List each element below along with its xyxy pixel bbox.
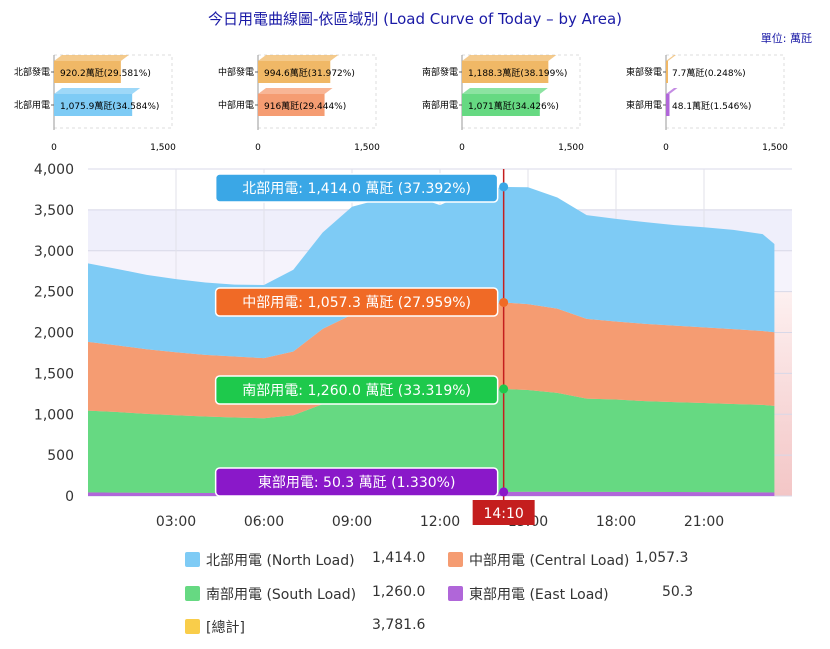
x-tick-label: 12:00 [420,514,460,530]
mini-row-label: 東部用電 [626,99,662,111]
mini-tick-label: 0 [255,143,261,153]
mini-tick-label: 0 [663,143,669,153]
legend-item-north[interactable]: 北部用電 (North Load) [185,550,355,570]
point-marker-central [499,297,509,307]
mini-row-label: 中部用電 [218,99,254,111]
y-tick-label: 1,500 [34,366,74,382]
y-tick-label: 2,000 [34,326,74,342]
legend-value-east: 50.3 [662,584,694,600]
y-tick-label: 500 [47,448,74,464]
y-tick-label: 3,000 [34,244,74,260]
point-marker-east [499,487,509,497]
mini-bar-top [462,88,548,94]
mini-bar-top [54,55,129,61]
point-marker-north [499,182,509,192]
y-tick-label: 4,000 [34,162,74,178]
mini-chart-1: 北部發電 920.2萬瓩(29.581%) 北部用電 1,075.9萬瓩(34.584… [14,54,176,153]
mini-bar-label: 1,188.3萬瓩(38.199%) [468,67,567,79]
legend-item-east[interactable]: 東部用電 (East Load) [448,584,609,604]
legend-item-south[interactable]: 南部用電 (South Load) [185,584,356,604]
mini-bar [462,94,540,116]
legend-value-total: 3,781.6 [372,617,426,633]
mini-row-label: 北部發電 [14,66,50,78]
mini-bar-top [258,88,333,94]
mini-bar-label: 1,075.9萬瓩(34.584%) [60,100,159,112]
legend-value-south: 1,260.0 [372,584,426,600]
x-tick-label: 06:00 [244,514,284,530]
mini-row-label: 北部用電 [14,99,50,111]
mini-bar-top [258,55,339,61]
mini-bar [666,61,668,83]
mini-row-label: 中部發電 [218,66,254,78]
area-mini-charts: 北部發電 920.2萬瓩(29.581%) 北部用電 1,075.9萬瓩(34.584… [14,54,788,153]
x-tick-label: 21:00 [684,514,724,530]
mini-tick-label: 1,500 [150,143,176,153]
tooltip-text-east: 東部用電: 50.3 萬瓩 (1.330%) [258,475,456,491]
unit-label: 單位: 萬瓩 [760,32,812,45]
mini-bar [258,61,331,83]
mini-bar-top [462,55,557,61]
mini-bar-label: 7.7萬瓩(0.248%) [672,67,746,79]
mini-bar-label: 920.2萬瓩(29.581%) [60,67,151,79]
legend-label: 南部用電 (South Load) [206,587,357,603]
tooltip-central [214,287,499,317]
y-tick-label: 1,000 [34,407,74,423]
y-tick-label: 0 [65,489,74,505]
series-area-south [88,388,775,494]
mini-bar-label: 1,071萬瓩(34.426%) [468,100,559,112]
legend-label: 北部用電 (North Load) [206,553,355,569]
legend-swatch [185,552,200,567]
y-tick-label: 2,500 [34,285,74,301]
legend-swatch [448,586,463,601]
current-time-box [472,500,535,525]
chart-title: 今日用電曲線圖-依區域別 (Load Curve of Today – by A… [208,10,622,28]
load-area-chart: 0 500 1,000 1,500 2,000 2,500 3,000 3,500 4,000 0… [34,162,792,530]
x-tick-label: 18:00 [596,514,636,530]
legend-swatch [185,586,200,601]
mini-row-label: 南部用電 [422,99,458,111]
mini-bar-top [54,88,141,94]
tooltip-text-north: 北部用電: 1,414.0 萬瓩 (37.392%) [242,181,471,197]
tooltip-north [214,173,499,203]
legend-value-central: 1,057.3 [635,550,689,566]
mini-bar-label: 916萬瓩(29.444%) [264,100,346,112]
mini-tick-label: 0 [459,143,465,153]
mini-tick-label: 0 [51,143,57,153]
mini-tick-label: 1,500 [762,143,788,153]
tooltip-text-south: 南部用電: 1,260.0 萬瓩 (33.319%) [242,383,471,399]
mini-bar-top [666,88,678,94]
mini-tick-label: 1,500 [558,143,584,153]
tooltip-text-central: 中部用電: 1,057.3 萬瓩 (27.959%) [242,295,471,311]
mini-bar [666,94,670,116]
mini-chart-3: 南部發電 1,188.3萬瓩(38.199%) 南部用電 1,071萬瓩(34.426… [422,54,584,153]
legend-item-central[interactable]: 中部用電 (Central Load) [448,550,629,570]
tooltip-south [214,375,499,405]
legend-label: 中部用電 (Central Load) [469,553,630,569]
legend-label: 東部用電 (East Load) [469,587,609,603]
mini-chart-2: 中部發電 994.6萬瓩(31.972%) 中部用電 916萬瓩(29.444%) 0 1… [218,54,380,153]
tooltip-east [214,467,499,497]
current-time-label: 14:10 [483,506,523,522]
x-tick-label: 03:00 [156,514,196,530]
mini-row-label: 南部發電 [422,66,458,78]
legend-swatch [448,552,463,567]
mini-chart-4: 東部發電 7.7萬瓩(0.248%) 東部用電 48.1萬瓩(1.546%) 0 1,50… [626,54,788,153]
mini-bar-top [666,55,676,61]
mini-bar [462,61,549,83]
legend-swatch [185,619,200,634]
legend-label: [總計] [206,620,245,636]
mini-row-label: 東部發電 [626,66,662,78]
y-tick-label: 3,500 [34,203,74,219]
mini-bar [54,94,133,116]
point-marker-south [499,384,509,394]
x-tick-label: 09:00 [332,514,372,530]
mini-bar [258,94,325,116]
mini-bar [54,61,121,83]
mini-tick-label: 1,500 [354,143,380,153]
mini-bar-label: 48.1萬瓩(1.546%) [672,100,751,112]
mini-bar-label: 994.6萬瓩(31.972%) [264,67,355,79]
legend-value-north: 1,414.0 [372,550,426,566]
legend-item-total[interactable]: [總計] [185,617,245,637]
